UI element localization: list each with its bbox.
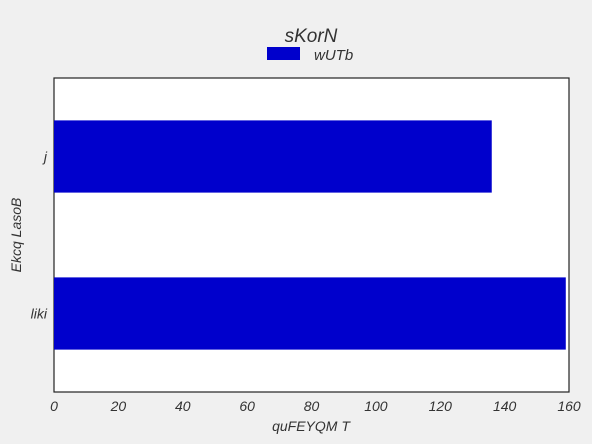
legend: wUTb: [267, 47, 353, 64]
x-tick-label: 0: [50, 398, 58, 414]
y-tick-label: j: [42, 149, 48, 165]
bar-group: [54, 120, 566, 350]
legend-label: wUTb: [314, 47, 353, 64]
bar-j: [54, 120, 492, 193]
y-tick-label: liki: [31, 306, 48, 322]
x-tick-label: 120: [429, 398, 453, 414]
x-tick-label: 60: [239, 398, 255, 414]
bar-liki: [54, 277, 566, 350]
x-tick-label: 80: [304, 398, 320, 414]
x-tick-label: 160: [557, 398, 581, 414]
x-tick-label: 40: [175, 398, 191, 414]
chart-title: sKorN: [285, 26, 338, 47]
y-tick-labels: j liki: [31, 149, 48, 322]
legend-swatch: [267, 47, 300, 60]
x-tick-label: 140: [493, 398, 517, 414]
x-axis-label: quFEYQM T: [272, 418, 351, 434]
y-axis-label: Ekcq LasoB: [8, 198, 24, 273]
x-tick-label: 20: [110, 398, 127, 414]
x-tick-labels: 0 20 40 60 80 100 120 140 160: [50, 398, 581, 414]
x-tick-label: 100: [364, 398, 388, 414]
